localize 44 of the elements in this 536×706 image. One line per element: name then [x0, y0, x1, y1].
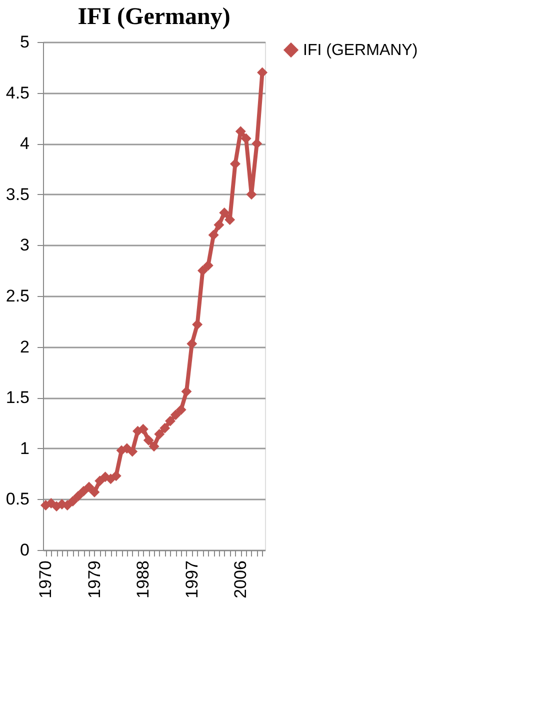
x-tick-label: 1997: [182, 560, 202, 598]
y-tick-label: 4.5: [6, 83, 30, 102]
y-tick-label: 5: [20, 32, 30, 52]
point: [176, 404, 186, 416]
y-tick-label: 4: [20, 134, 30, 154]
point: [208, 230, 219, 240]
y-tick-label: 0.5: [6, 490, 30, 509]
point: [110, 470, 122, 482]
y-tick-label: 2: [20, 337, 30, 356]
point: [143, 435, 154, 446]
x-tick-label: 1988: [134, 560, 153, 598]
point: [202, 260, 214, 271]
point: [240, 133, 252, 144]
point: [78, 486, 89, 496]
point: [89, 486, 100, 498]
y-tick-label: 0: [20, 540, 30, 560]
point: [68, 496, 78, 506]
point: [154, 428, 165, 440]
y-tick-label: 2.5: [6, 286, 30, 306]
point: [127, 446, 138, 457]
point: [214, 220, 224, 230]
point: [186, 338, 198, 349]
y-tick-label: 3: [20, 236, 30, 255]
y-tick-label: 1.5: [6, 388, 30, 408]
legend-label: IFI (GERMANY): [303, 42, 418, 59]
point: [170, 410, 181, 420]
point: [219, 207, 230, 218]
y-tick-label: 1: [20, 438, 30, 458]
x-tick-label: 2006: [231, 560, 250, 598]
point: [181, 386, 192, 397]
point: [197, 265, 208, 276]
x-tick-label: 1970: [36, 560, 56, 598]
point: [148, 441, 160, 452]
point: [72, 490, 84, 502]
point: [192, 319, 203, 330]
chart-title: IFI (Germany): [78, 4, 230, 30]
point: [230, 158, 240, 170]
y-tick-label: 3.5: [6, 184, 30, 204]
x-tick-label: 1979: [84, 560, 104, 598]
point: [165, 416, 176, 426]
point: [94, 476, 106, 486]
point: [252, 138, 262, 149]
point: [84, 482, 94, 492]
point: [160, 422, 170, 434]
